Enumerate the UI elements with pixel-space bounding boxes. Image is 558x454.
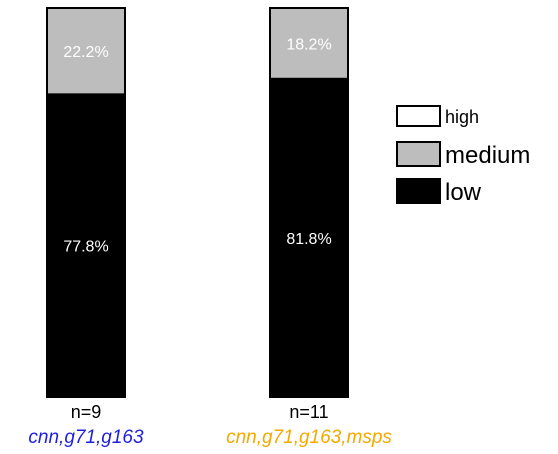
bar-segment-low [46,93,126,398]
data-label-medium: 22.2% [63,44,108,61]
data-label-low: 77.8% [63,239,108,256]
legend-swatch-high [396,105,441,127]
data-label-medium: 18.2% [286,36,331,53]
bar-segment-medium [46,7,126,96]
sample-size-label: n=11 [289,402,328,422]
bars-layer [46,7,349,398]
legend-swatch-medium [396,141,441,167]
legend-label-medium: medium [445,142,530,169]
legend-label-low: low [445,179,482,206]
category-labels-layer: n=9 cnn,g71,g163 n=11 cnn,g71,g163,msps [28,402,392,448]
bar-segment-medium [269,7,349,80]
category-label: cnn,g71,g163 [28,427,144,448]
legend: high medium low [396,105,530,206]
legend-label-high: high [445,107,479,127]
legend-swatch-low [396,178,441,204]
category-label: cnn,g71,g163,msps [226,427,392,448]
data-labels-layer: 77.8% 22.2% 81.8% 18.2% [63,36,331,255]
data-label-low: 81.8% [286,231,331,248]
sample-size-label: n=9 [71,402,102,422]
